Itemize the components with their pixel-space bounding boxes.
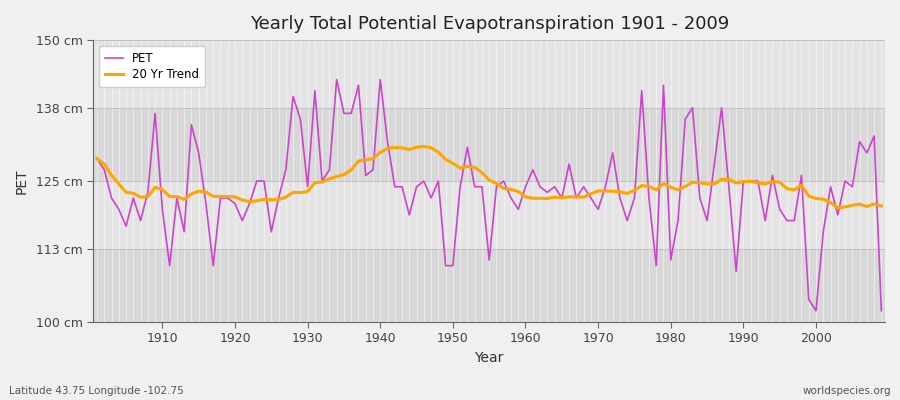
20 Yr Trend bbox=[149, 185, 160, 190]
Text: worldspecies.org: worldspecies.org bbox=[803, 386, 891, 396]
Bar bbox=[94, 249, 885, 322]
Bar bbox=[94, 181, 885, 249]
PET bbox=[876, 308, 886, 313]
PET bbox=[149, 111, 160, 116]
PET bbox=[811, 308, 822, 313]
20 Yr Trend bbox=[615, 189, 626, 194]
PET bbox=[331, 77, 342, 82]
Y-axis label: PET: PET bbox=[15, 168, 29, 194]
20 Yr Trend bbox=[310, 180, 320, 185]
PET bbox=[92, 156, 103, 161]
X-axis label: Year: Year bbox=[474, 351, 504, 365]
PET bbox=[310, 88, 320, 93]
20 Yr Trend bbox=[876, 204, 886, 208]
20 Yr Trend bbox=[92, 156, 103, 161]
PET bbox=[360, 173, 371, 178]
20 Yr Trend bbox=[832, 206, 843, 210]
Bar bbox=[94, 108, 885, 181]
Text: Latitude 43.75 Longitude -102.75: Latitude 43.75 Longitude -102.75 bbox=[9, 386, 184, 396]
20 Yr Trend bbox=[520, 194, 531, 199]
Title: Yearly Total Potential Evapotranspiration 1901 - 2009: Yearly Total Potential Evapotranspiratio… bbox=[249, 15, 729, 33]
20 Yr Trend bbox=[353, 159, 364, 164]
PET bbox=[520, 184, 531, 189]
Bar bbox=[94, 40, 885, 108]
Line: PET: PET bbox=[97, 80, 881, 311]
PET bbox=[527, 167, 538, 172]
20 Yr Trend bbox=[527, 196, 538, 201]
20 Yr Trend bbox=[418, 144, 429, 149]
Line: 20 Yr Trend: 20 Yr Trend bbox=[97, 146, 881, 208]
PET bbox=[615, 196, 626, 200]
Legend: PET, 20 Yr Trend: PET, 20 Yr Trend bbox=[99, 46, 205, 87]
